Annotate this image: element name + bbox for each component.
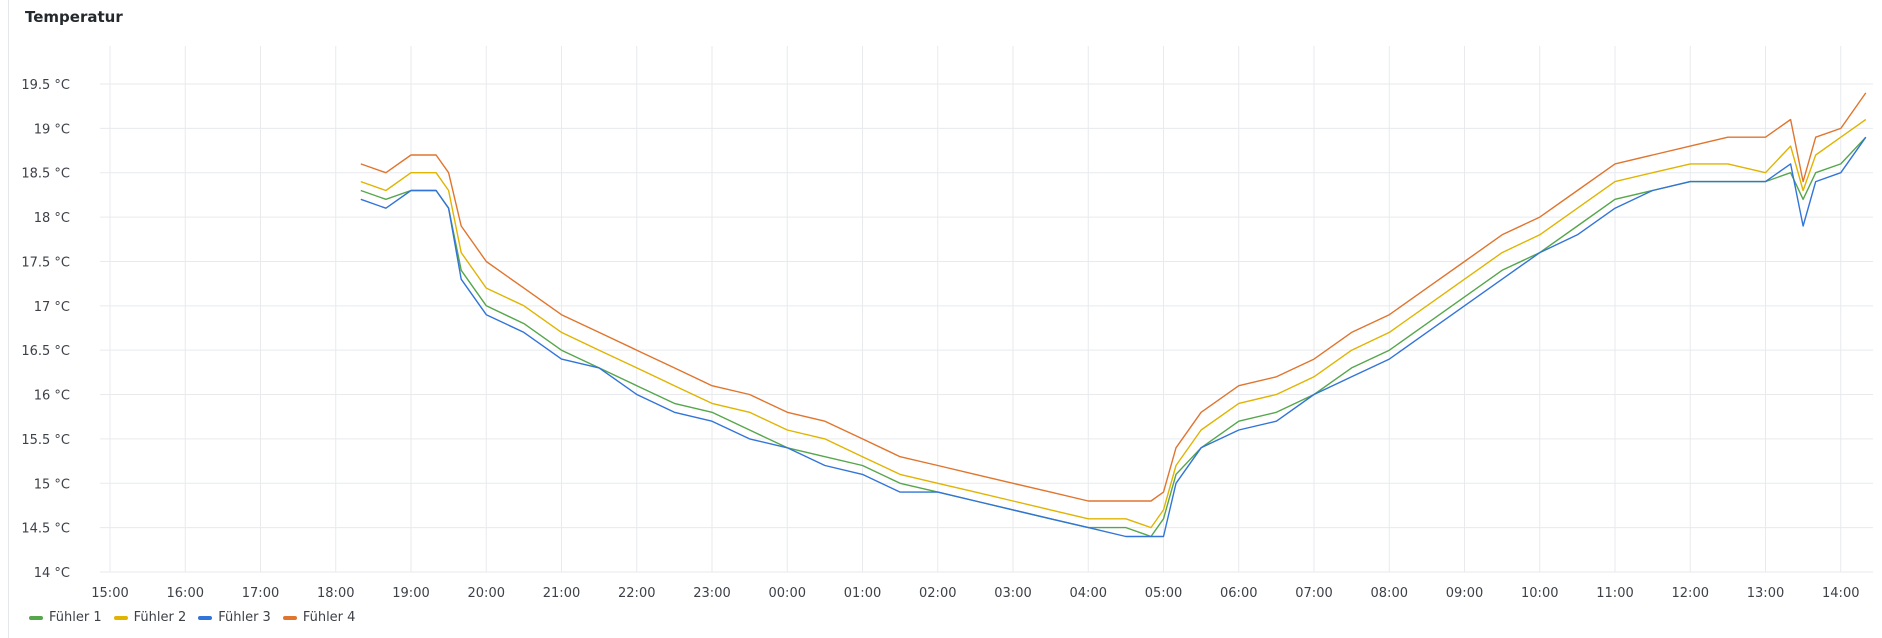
legend-item[interactable]: Fühler 1 [29, 610, 102, 625]
x-tick-label: 18:00 [317, 586, 354, 600]
legend-item[interactable]: Fühler 4 [282, 610, 356, 625]
x-tick-label: 10:00 [1521, 586, 1558, 600]
legend-label: Fühler 3 [218, 610, 271, 625]
x-tick-label: 01:00 [844, 586, 881, 600]
y-tick-label: 19 °C [34, 122, 70, 137]
x-tick-label: 07:00 [1295, 586, 1332, 600]
x-tick-label: 15:00 [91, 586, 128, 600]
x-tick-label: 12:00 [1672, 586, 1709, 600]
legend-swatch [113, 615, 128, 620]
x-tick-label: 04:00 [1070, 586, 1107, 600]
series-line-f-hler-2[interactable] [360, 118, 1867, 529]
legend-label: Fühler 2 [133, 610, 187, 625]
panel-title: Temperatur [25, 8, 123, 26]
x-tick-label: 09:00 [1446, 586, 1483, 600]
y-tick-label: 15.5 °C [21, 433, 70, 448]
y-tick-label: 19.5 °C [21, 78, 70, 93]
y-tick-label: 17.5 °C [21, 255, 70, 270]
legend-swatch [29, 615, 43, 620]
x-tick-label: 21:00 [543, 586, 580, 600]
x-tick-label: 16:00 [167, 586, 204, 600]
x-tick-label: 13:00 [1747, 586, 1784, 600]
series-line-f-hler-3[interactable] [360, 136, 1867, 538]
x-tick-label: 17:00 [242, 586, 279, 600]
y-tick-label: 14.5 °C [21, 522, 70, 537]
legend-label: Fühler 1 [49, 610, 102, 625]
x-tick-label: 06:00 [1220, 586, 1257, 600]
chart-panel: Temperatur 14 °C 14.5 °C 15 °C 15.5 °C 16 °C… [8, 0, 1882, 638]
legend-swatch [282, 615, 297, 620]
series-line-f-hler-4[interactable] [360, 92, 1867, 502]
x-tick-label: 02:00 [919, 586, 956, 600]
x-tick-label: 11:00 [1596, 586, 1633, 600]
x-tick-label: 03:00 [994, 586, 1031, 600]
legend: Fühler 1 Fühler 2 Fühler 3 Fühler 4 [29, 610, 355, 625]
x-tick-label: 14:00 [1822, 586, 1859, 600]
x-tick-label: 19:00 [392, 586, 429, 600]
y-tick-label: 17 °C [34, 300, 70, 315]
y-tick-label: 18.5 °C [21, 167, 70, 182]
y-tick-label: 16.5 °C [21, 344, 70, 359]
temperature-chart: 14 °C 14.5 °C 15 °C 15.5 °C 16 °C 16.5 °C 17 °… [21, 46, 1873, 600]
y-tick-label: 14 °C [34, 566, 70, 581]
y-tick-label: 18 °C [34, 211, 70, 226]
x-tick-label: 08:00 [1371, 586, 1408, 600]
x-tick-label: 00:00 [769, 586, 806, 600]
legend-item[interactable]: Fühler 3 [198, 610, 271, 625]
x-tick-label: 23:00 [693, 586, 730, 600]
y-tick-label: 15 °C [34, 477, 70, 492]
legend-item[interactable]: Fühler 2 [113, 610, 187, 625]
legend-swatch [198, 615, 213, 620]
x-tick-label: 22:00 [618, 586, 655, 600]
legend-label: Fühler 4 [302, 610, 356, 625]
x-tick-label: 20:00 [468, 586, 505, 600]
y-tick-label: 16 °C [34, 389, 70, 404]
x-tick-label: 05:00 [1145, 586, 1182, 600]
